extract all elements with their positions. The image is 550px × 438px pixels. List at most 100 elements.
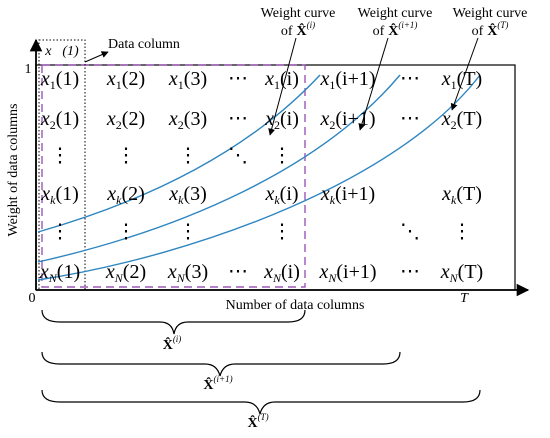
matrix-entry: xN(3) [167,261,208,285]
ellipsis: ⋮ [178,221,198,243]
entry-var: x [106,68,116,90]
entry-var: x [168,68,178,90]
entry-var: x [440,261,450,283]
entry-sub: 1 [274,78,280,92]
entry-var: x [40,183,50,205]
entry-arg: (i) [281,261,300,283]
entry-sub: 1 [50,78,56,92]
ellipsis: ⋯ [400,68,420,90]
entry-arg: (1) [56,68,79,90]
matrix-entry: x1(i+1) [319,68,375,92]
curve-arrow [358,37,389,131]
ellipsis: ⋯ [400,261,420,283]
entry-arg: (3) [184,68,207,90]
entry-arg: (i+1) [335,183,375,205]
matrix-entry: x2(1) [40,108,79,132]
ellipsis: ⋮ [272,221,292,243]
brace [41,309,306,335]
entry-var: x [263,261,273,283]
entry-var: x [318,261,328,283]
entry-var: x [264,183,274,205]
matrix-entry: xk(1) [40,183,79,207]
entry-sub: k [451,193,457,207]
entry-sub: N [114,271,124,285]
ellipsis: ⋯ [400,108,420,130]
matrix-entry: x2(T) [441,108,482,132]
ellipsis: ⋱ [400,221,420,243]
ellipsis: ⋯ [228,261,248,283]
brace [41,389,481,415]
entry-arg: (1) [55,183,78,205]
curve-label: of X̂(T) [472,20,509,39]
ellipsis: ⋱ [228,145,248,167]
x-end: T [460,291,469,306]
matrix-entry: xN(1) [39,261,80,285]
ellipsis: ⋯ [228,108,248,130]
entry-var: x [105,261,115,283]
brace-label: X̂(T) [247,412,268,431]
curve-label: of X̂(i) [281,20,315,39]
matrix-entry: xN(T) [440,261,483,285]
entry-var: x [441,183,451,205]
matrix-entry: xk(i) [264,183,298,207]
entry-var: x [319,108,329,130]
column-vector: x⃗(1) [44,44,79,59]
entry-sub: 2 [274,118,280,132]
ellipsis: ⋮ [50,145,70,167]
matrix-entry: xN(2) [105,261,146,285]
entry-arg: (i+1) [335,68,375,90]
entry-sub: 1 [178,78,184,92]
entry-arg: (i+1) [335,108,375,130]
curve-label: of X̂(i+1) [373,20,418,39]
entry-arg: (T) [456,183,482,205]
entry-sub: 2 [451,118,457,132]
curve-label: Weight curve [453,6,528,21]
matrix-entry: x2(2) [106,108,145,132]
matrix-entry: x2(i) [264,108,299,132]
weight-curve [37,74,401,263]
column-label: Data column [108,37,180,52]
matrix-entry: x2(i+1) [319,108,375,132]
brace [41,351,401,377]
entry-sub: k [330,193,336,207]
weight-curve [37,74,321,233]
ellipsis: ⋮ [116,145,136,167]
entry-var: x [39,261,49,283]
curve-arrow [450,37,479,111]
curve-sup: (i) [307,20,316,30]
brace-sup: (i+1) [214,374,233,384]
entry-sub: N [48,271,58,285]
entry-arg: (2) [121,183,144,205]
brace-symbol: X̂ [203,376,213,393]
entry-arg: (2) [123,261,146,283]
entry-arg: (i+1) [336,261,376,283]
ellipsis: ⋮ [272,145,292,167]
entry-arg: (T) [457,68,483,90]
entry-var: x [167,261,177,283]
matrix-entry: xk(T) [441,183,482,207]
origin: 0 [29,291,36,306]
brace-label: X̂(i+1) [203,374,232,393]
entry-arg: (1) [56,108,79,130]
subset-frame [41,64,306,288]
matrix-entry: x1(i) [264,68,299,92]
entry-arg: (i) [280,68,299,90]
entry-arg: (2) [122,108,145,130]
matrix-entry: xk(2) [106,183,145,207]
weight-curve [37,74,481,281]
entry-sub: k [116,193,122,207]
matrix-entry: x1(3) [168,68,207,92]
curve-of: of [373,24,385,39]
matrix-frame [35,64,516,291]
entry-arg: (T) [458,261,484,283]
entry-sub: N [449,271,459,285]
entry-arg: (i) [280,108,299,130]
entry-sub: k [178,193,184,207]
matrix-entry: xN(i) [263,261,300,285]
entry-var: x [319,68,329,90]
entry-sub: N [272,271,282,285]
entry-arg: (2) [122,68,145,90]
brace-symbol: X̂ [163,336,173,353]
y-label: Weight of data columns [6,103,21,236]
curve-label: Weight curve [358,6,433,21]
